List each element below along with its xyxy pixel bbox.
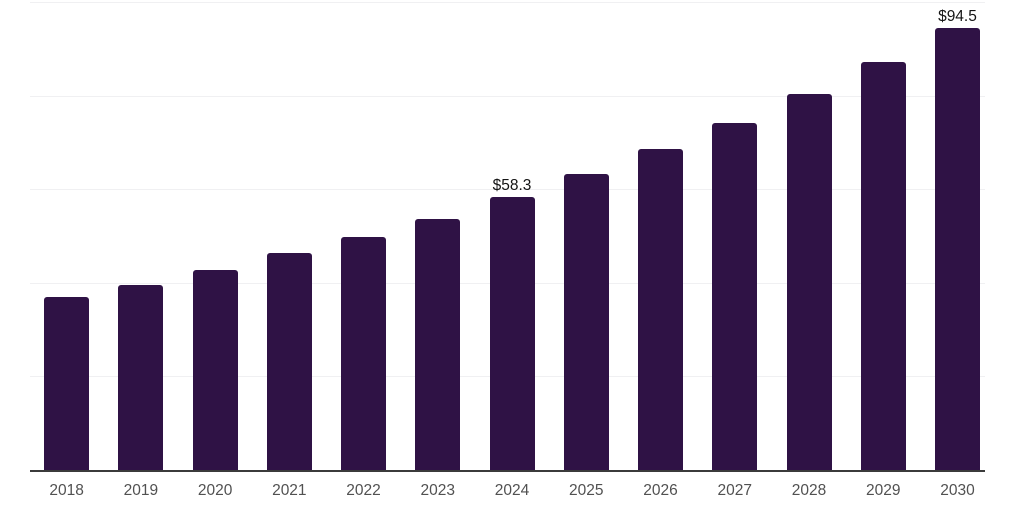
bar-value-label-2030: $94.5 (938, 7, 977, 25)
bar-2025 (563, 174, 609, 470)
gridline (30, 189, 985, 191)
x-tick-label-2025: 2025 (569, 482, 604, 499)
x-tick-label-2023: 2023 (420, 482, 456, 499)
x-tick-label-2024: 2024 (494, 482, 530, 499)
bar-2021 (266, 253, 312, 470)
x-tick-label-2018: 2018 (49, 482, 84, 499)
bar-2026 (638, 149, 684, 470)
bars-layer (30, 2, 985, 470)
gridline (30, 95, 985, 97)
bar-2019 (118, 284, 164, 470)
x-tick-label-2030: 2030 (940, 482, 975, 499)
bar-2022 (341, 237, 387, 470)
bar-2024 (489, 197, 535, 470)
bar-2027 (712, 122, 758, 470)
bar-2029 (860, 61, 906, 470)
x-tick-label-2021: 2021 (272, 482, 307, 499)
x-tick-label-2026: 2026 (643, 482, 678, 499)
bar-2028 (786, 93, 832, 470)
bar-2030 (934, 27, 980, 470)
x-tick-label-2028: 2028 (791, 482, 827, 499)
x-tick-label-2029: 2029 (865, 482, 901, 499)
bar-2018 (44, 297, 90, 470)
bar-2023 (415, 218, 461, 470)
x-tick-label-2020: 2020 (197, 482, 233, 499)
x-tick-label-2022: 2022 (346, 482, 381, 499)
bar-2020 (192, 269, 238, 470)
x-tick-label-2019: 2019 (123, 482, 159, 499)
bar-value-label-2024: $58.3 (492, 177, 532, 195)
plot-area (30, 2, 985, 472)
x-tick-label-2027: 2027 (717, 482, 752, 499)
gridline (30, 2, 985, 3)
